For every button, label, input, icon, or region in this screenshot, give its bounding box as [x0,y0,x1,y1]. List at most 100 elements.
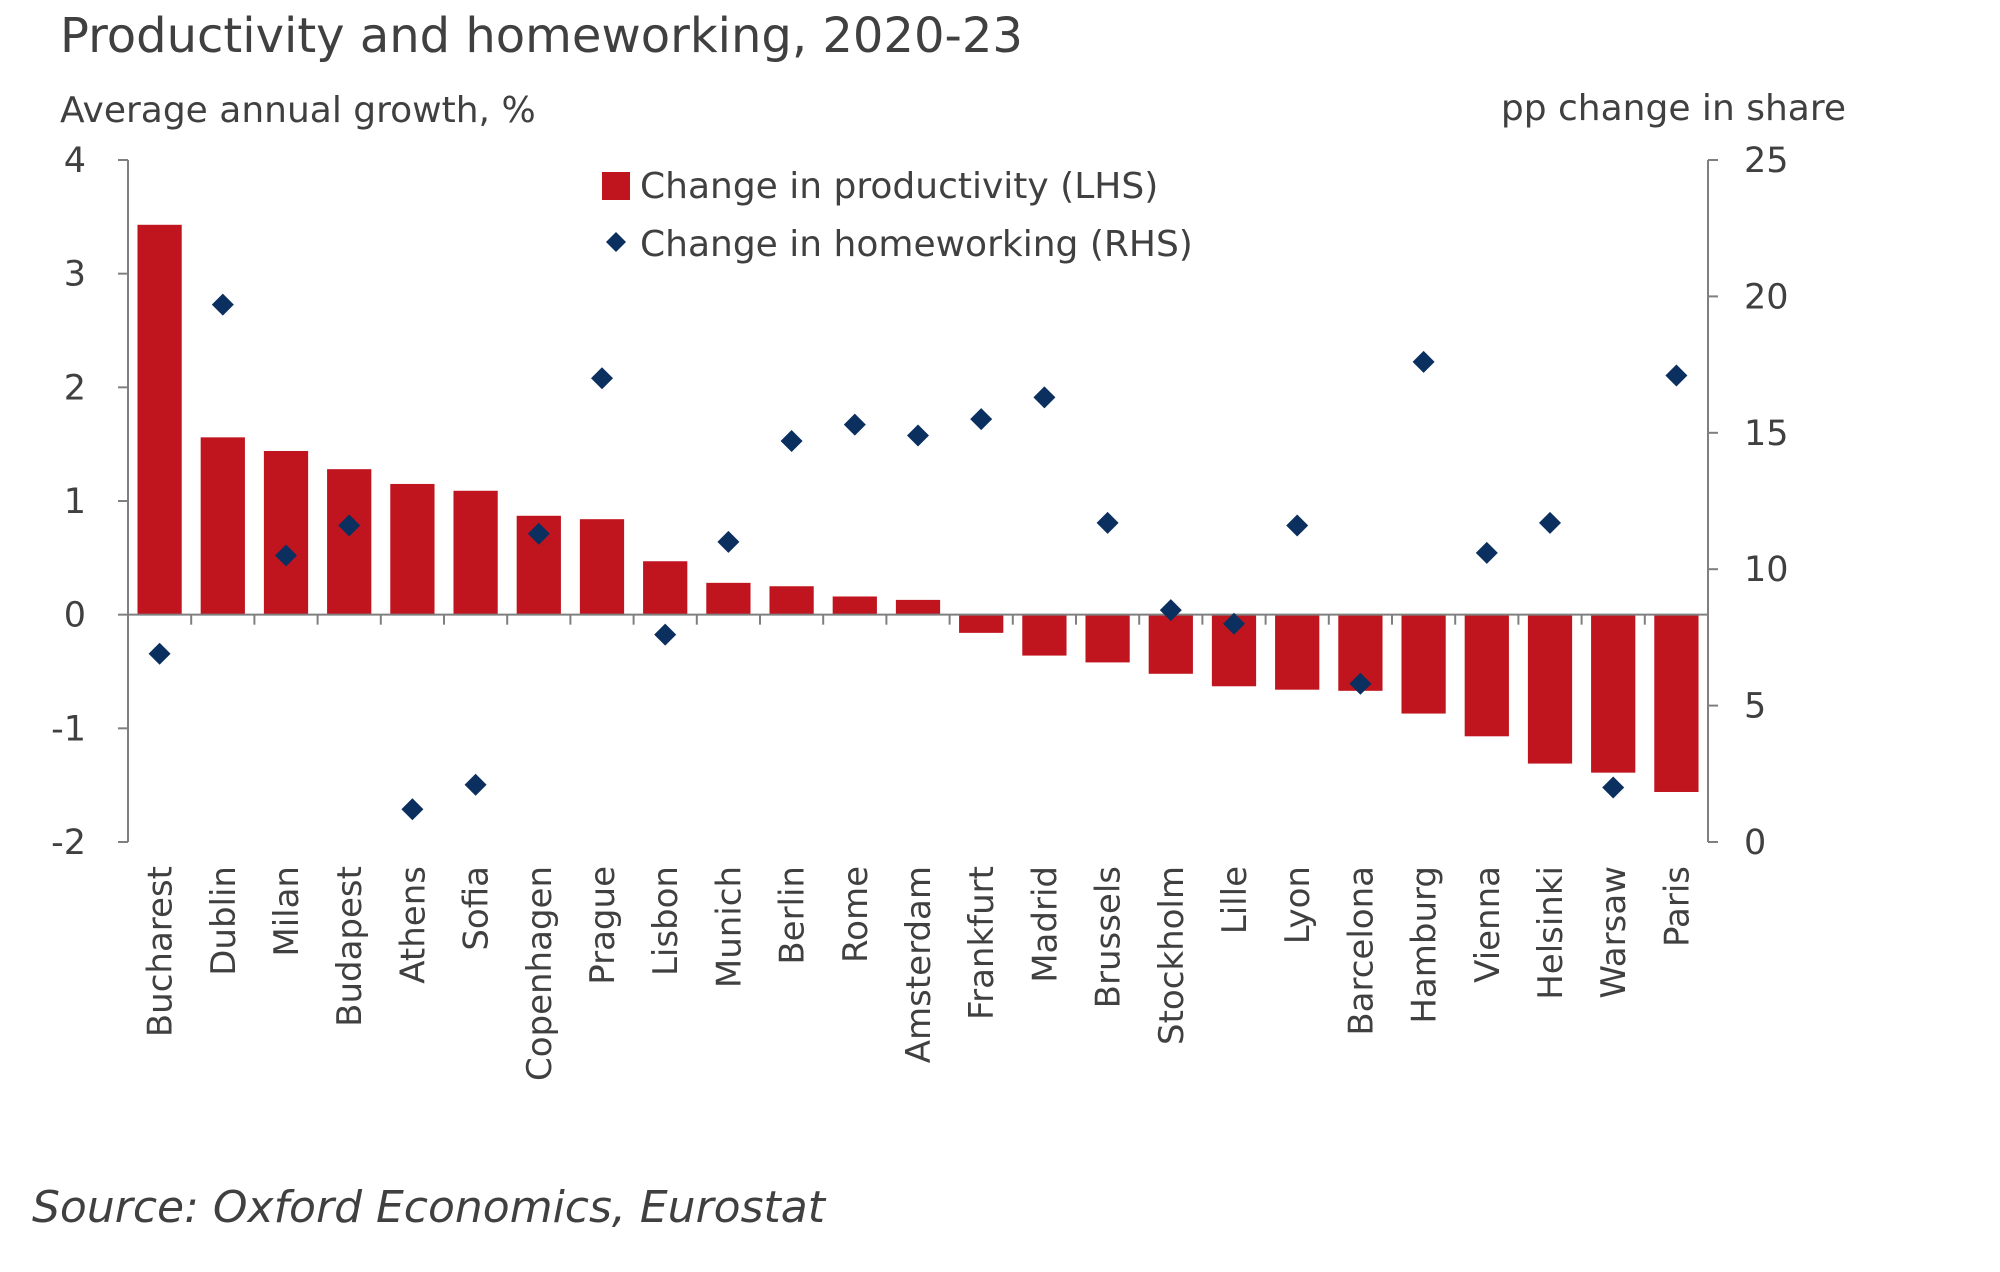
category-label: Amsterdam [899,866,939,1063]
category-label: Dublin [204,866,244,976]
bar-prague [579,519,625,615]
category-label: Hamburg [1405,866,1445,1024]
bar-warsaw [1591,614,1636,773]
bar-berlin [769,586,814,615]
category-label: Berlin [773,866,813,965]
point-warsaw [1602,776,1625,799]
bar-madrid [1022,614,1067,656]
bar-hamburg [1401,614,1446,714]
bar-budapest [327,469,372,615]
category-label: Lille [1215,866,1255,934]
bar-sofia [453,490,498,615]
category-label: Lyon [1278,866,1318,944]
category-label: Brussels [1089,866,1129,1008]
category-labels: Bucharest Dublin Milan Budapest Athens Sofia C… [141,866,1698,1081]
point-prague [591,367,613,390]
category-label: Stockholm [1152,866,1192,1045]
category-label: Vienna [1468,866,1508,983]
point-lisbon [654,623,677,646]
left-tick-label: 1 [64,482,86,522]
left-tick-label: 4 [64,141,86,181]
category-label: Prague [583,866,623,985]
right-tick-label: 0 [1744,823,1766,863]
bar-helsinki [1527,614,1573,764]
bar-frankfurt [959,614,1004,633]
category-label: Barcelona [1341,866,1381,1036]
bar-lyon [1275,614,1320,690]
category-label: Rome [836,866,876,963]
point-madrid [1033,386,1056,409]
source-note: Source: Oxford Economics, Eurostat [32,1182,827,1233]
point-copenhagen [527,522,550,545]
right-tick-label: 20 [1744,277,1789,317]
point-budapest [338,514,361,537]
point-munich [717,530,740,553]
category-label: Helsinki [1531,866,1571,1000]
legend-scatter-label: Change in homeworking (RHS) [640,224,1193,265]
bar-athens [390,483,435,615]
legend-diamond-icon [606,232,626,252]
category-label: Frankfurt [962,866,1002,1020]
point-brussels [1096,511,1119,534]
chart-title: Productivity and homeworking, 2020-23 [60,8,1023,64]
left-axis-label: Average annual growth, % [60,90,536,131]
left-tick-label: -2 [51,823,86,863]
right-tick-label: 5 [1744,687,1766,727]
point-berlin [780,429,803,452]
point-dublin [211,293,234,316]
right-axis-label: pp change in share [1501,88,1846,129]
point-rome [843,413,866,436]
category-label: Copenhagen [520,866,560,1081]
point-lyon [1286,514,1309,537]
category-label: Athens [393,866,433,984]
point-barcelona [1349,672,1372,695]
bar-brussels [1085,614,1130,663]
category-label: Munich [709,866,749,988]
category-label: Sofia [457,866,497,951]
bar-dublin [200,437,245,615]
point-bucharest [148,642,171,665]
point-athens [401,798,424,821]
point-lille [1223,612,1245,635]
point-hamburg [1412,350,1435,373]
category-label: Budapest [330,866,370,1027]
bar-milan [263,450,309,615]
category-label: Lisbon [646,866,686,976]
point-vienna [1475,541,1498,564]
right-axis: 25 20 15 10 5 0 [1707,141,1789,863]
point-frankfurt [970,408,993,431]
left-tick-label: 3 [64,255,86,295]
right-tick-label: 25 [1744,141,1789,181]
left-tick-label: 0 [64,596,86,636]
point-stockholm [1159,599,1182,622]
legend-bar-label: Change in productivity (LHS) [640,166,1158,207]
right-tick-label: 10 [1744,550,1789,590]
bar-lisbon [643,561,688,615]
point-amsterdam [907,424,929,447]
category-label: Warsaw [1594,866,1634,999]
bar-stockholm [1148,614,1193,674]
bar-munich [706,582,751,615]
bar-vienna [1464,614,1509,737]
point-paris [1665,364,1688,387]
bar-series [137,224,1699,792]
category-label: Madrid [1025,866,1065,983]
scatter-series [148,293,1688,821]
legend-bar-swatch [602,172,630,200]
left-tick-label: 2 [64,368,86,408]
category-label: Bucharest [141,866,181,1037]
point-sofia [464,773,487,796]
category-label: Milan [267,866,307,957]
category-label: Paris [1657,866,1697,947]
left-axis: 4 3 2 1 0 -1 -2 [51,141,129,863]
bar-bucharest [137,224,182,615]
left-tick-label: -1 [51,709,86,749]
zero-line [127,613,1709,625]
bar-amsterdam [895,599,941,615]
point-helsinki [1539,511,1561,534]
legend: Change in productivity (LHS) Change in h… [602,166,1193,265]
point-milan [275,544,297,567]
right-tick-label: 15 [1744,414,1789,454]
bar-paris [1654,614,1699,792]
